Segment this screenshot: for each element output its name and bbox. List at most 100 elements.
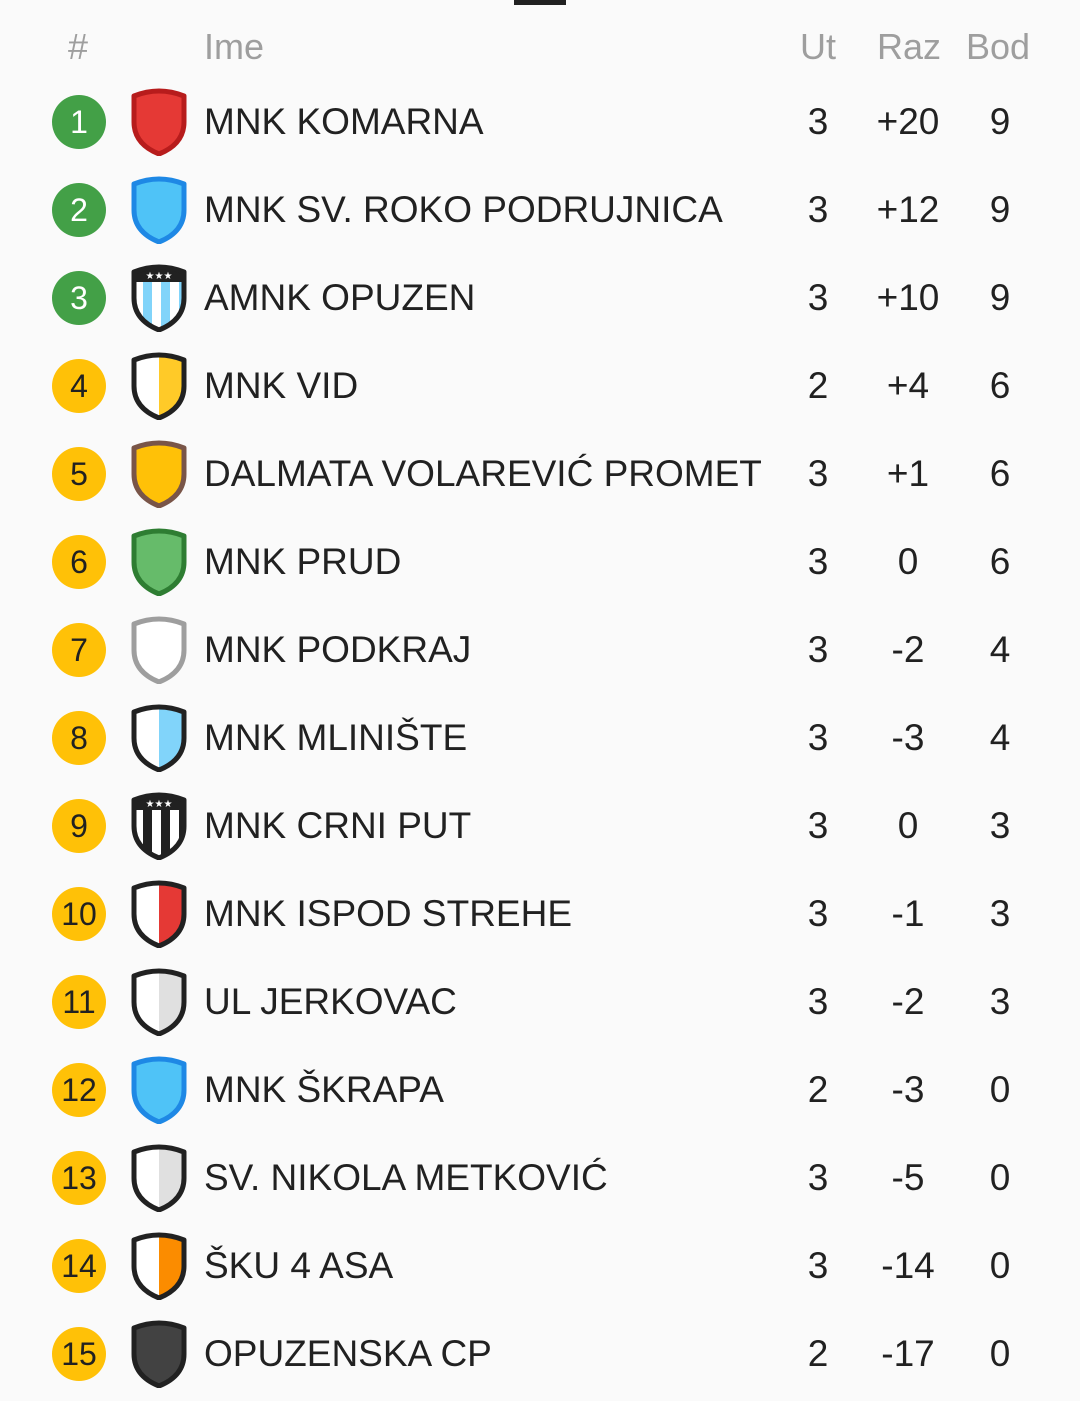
points: 4 [989, 717, 1011, 758]
matches-played: 3 [807, 1245, 829, 1286]
svg-text:★★★: ★★★ [146, 799, 173, 810]
rank-badge: 6 [52, 535, 106, 589]
matches-played: 2 [807, 1333, 829, 1374]
table-row[interactable]: 10 MNK ISPOD STREHE 3 -1 3 [0, 870, 1080, 958]
goal-difference: -3 [891, 1069, 925, 1110]
team-name: MNK ISPOD STREHE [204, 893, 572, 934]
points: 3 [989, 893, 1011, 934]
table-row[interactable]: 15 OPUZENSKA CP 2 -17 0 [0, 1310, 1080, 1398]
points: 3 [989, 805, 1011, 846]
table-row[interactable]: 8 MNK MLINIŠTE 3 -3 4 [0, 694, 1080, 782]
header-name: Ime [204, 26, 265, 67]
rank-badge: 8 [52, 711, 106, 765]
table-row[interactable]: 12 MNK ŠKRAPA 2 -3 0 [0, 1046, 1080, 1134]
matches-played: 3 [807, 101, 829, 142]
team-crest-icon [130, 1232, 188, 1301]
rank-badge: 13 [52, 1151, 106, 1205]
matches-played: 2 [807, 1069, 829, 1110]
points: 3 [989, 981, 1011, 1022]
standings-table: 1 MNK KOMARNA 3 +20 9 2 MNK SV. ROKO PODRUJN… [0, 78, 1080, 1398]
header-played: Ut [800, 26, 836, 67]
table-row[interactable]: 11 UL JERKOVAC 3 -2 3 [0, 958, 1080, 1046]
team-name: MNK SV. ROKO PODRUJNICA [204, 189, 723, 230]
matches-played: 3 [807, 981, 829, 1022]
header-points: Bod [966, 26, 1031, 67]
goal-difference: -3 [891, 717, 925, 758]
team-crest-icon [130, 704, 188, 773]
rank-badge: 10 [52, 887, 106, 941]
header-rank: # [68, 26, 89, 67]
points: 6 [989, 365, 1011, 406]
goal-difference: +12 [876, 189, 940, 230]
points: 4 [989, 629, 1011, 670]
team-name: AMNK OPUZEN [204, 277, 476, 318]
rank-badge: 7 [52, 623, 106, 677]
team-name: MNK MLINIŠTE [204, 717, 468, 758]
team-crest-icon [130, 528, 188, 597]
goal-difference: +10 [876, 277, 940, 318]
team-crest-icon [130, 1320, 188, 1389]
rank-badge: 3 [52, 271, 106, 325]
goal-difference: -14 [881, 1245, 935, 1286]
team-crest-icon [130, 88, 188, 157]
table-row[interactable]: 9 ★★★ MNK CRNI PUT 3 0 3 [0, 782, 1080, 870]
matches-played: 3 [807, 1157, 829, 1198]
table-row[interactable]: 6 MNK PRUD 3 0 6 [0, 518, 1080, 606]
table-row[interactable]: 3 ★★★ AMNK OPUZEN 3 +10 9 [0, 254, 1080, 342]
rank-badge: 11 [52, 975, 106, 1029]
team-crest-icon [130, 1056, 188, 1125]
table-row[interactable]: 1 MNK KOMARNA 3 +20 9 [0, 78, 1080, 166]
points: 0 [989, 1245, 1011, 1286]
team-crest-icon [130, 968, 188, 1037]
points: 0 [989, 1157, 1011, 1198]
points: 9 [989, 277, 1011, 318]
goal-difference: +1 [886, 453, 930, 494]
goal-difference: -17 [881, 1333, 935, 1374]
rank-badge: 5 [52, 447, 106, 501]
goal-difference: -1 [891, 893, 925, 934]
rank-badge: 14 [52, 1239, 106, 1293]
team-name: UL JERKOVAC [204, 981, 457, 1022]
team-name: DALMATA VOLAREVIĆ PROMET [204, 453, 762, 494]
matches-played: 3 [807, 717, 829, 758]
matches-played: 2 [807, 365, 829, 406]
header-goal-difference: Raz [877, 26, 942, 67]
team-name: MNK ŠKRAPA [204, 1069, 444, 1110]
table-row[interactable]: 14 ŠKU 4 ASA 3 -14 0 [0, 1222, 1080, 1310]
svg-text:★★★: ★★★ [146, 271, 173, 282]
rank-badge: 4 [52, 359, 106, 413]
points: 9 [989, 101, 1011, 142]
matches-played: 3 [807, 805, 829, 846]
goal-difference: +20 [876, 101, 940, 142]
points: 6 [989, 453, 1011, 494]
table-row[interactable]: 2 MNK SV. ROKO PODRUJNICA 3 +12 9 [0, 166, 1080, 254]
team-name: MNK VID [204, 365, 359, 406]
team-crest-icon [130, 176, 188, 245]
goal-difference: +4 [886, 365, 930, 406]
goal-difference: 0 [897, 541, 919, 582]
goal-difference: 0 [897, 805, 919, 846]
rank-badge: 12 [52, 1063, 106, 1117]
table-row[interactable]: 5 DALMATA VOLAREVIĆ PROMET 3 +1 6 [0, 430, 1080, 518]
rank-badge: 2 [52, 183, 106, 237]
goal-difference: -5 [891, 1157, 925, 1198]
rank-badge: 9 [52, 799, 106, 853]
table-header: # Ime Ut Raz Bod [0, 0, 1080, 90]
matches-played: 3 [807, 453, 829, 494]
points: 6 [989, 541, 1011, 582]
goal-difference: -2 [891, 629, 925, 670]
team-crest-icon [130, 1144, 188, 1213]
goal-difference: -2 [891, 981, 925, 1022]
team-crest-icon [130, 440, 188, 509]
team-crest-icon: ★★★ [130, 792, 188, 861]
rank-badge: 15 [52, 1327, 106, 1381]
active-tab-indicator [514, 0, 566, 5]
team-name: ŠKU 4 ASA [204, 1245, 394, 1286]
matches-played: 3 [807, 277, 829, 318]
table-row[interactable]: 13 SV. NIKOLA METKOVIĆ 3 -5 0 [0, 1134, 1080, 1222]
team-crest-icon [130, 616, 188, 685]
table-row[interactable]: 7 MNK PODKRAJ 3 -2 4 [0, 606, 1080, 694]
table-row[interactable]: 4 MNK VID 2 +4 6 [0, 342, 1080, 430]
matches-played: 3 [807, 189, 829, 230]
matches-played: 3 [807, 541, 829, 582]
